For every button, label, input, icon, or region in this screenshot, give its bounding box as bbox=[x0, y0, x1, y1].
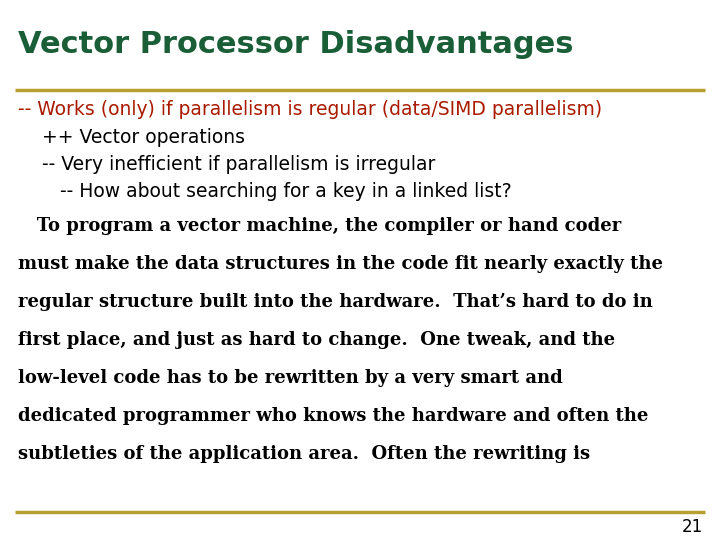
Text: -- Very inefficient if parallelism is irregular: -- Very inefficient if parallelism is ir… bbox=[18, 155, 436, 174]
Text: ++ Vector operations: ++ Vector operations bbox=[18, 128, 245, 147]
Text: subtleties of the application area.  Often the rewriting is: subtleties of the application area. Ofte… bbox=[18, 445, 590, 463]
Text: To program a vector machine, the compiler or hand coder: To program a vector machine, the compile… bbox=[18, 217, 621, 235]
Text: low-level code has to be rewritten by a very smart and: low-level code has to be rewritten by a … bbox=[18, 369, 563, 387]
Text: 21: 21 bbox=[682, 518, 703, 536]
Text: -- Works (only) if parallelism is regular (data/SIMD parallelism): -- Works (only) if parallelism is regula… bbox=[18, 100, 602, 119]
Text: Vector Processor Disadvantages: Vector Processor Disadvantages bbox=[18, 30, 574, 59]
Text: regular structure built into the hardware.  That’s hard to do in: regular structure built into the hardwar… bbox=[18, 293, 653, 311]
Text: must make the data structures in the code fit nearly exactly the: must make the data structures in the cod… bbox=[18, 255, 663, 273]
Text: dedicated programmer who knows the hardware and often the: dedicated programmer who knows the hardw… bbox=[18, 407, 649, 425]
Text: first place, and just as hard to change.  One tweak, and the: first place, and just as hard to change.… bbox=[18, 331, 615, 349]
Text: -- How about searching for a key in a linked list?: -- How about searching for a key in a li… bbox=[18, 182, 512, 201]
